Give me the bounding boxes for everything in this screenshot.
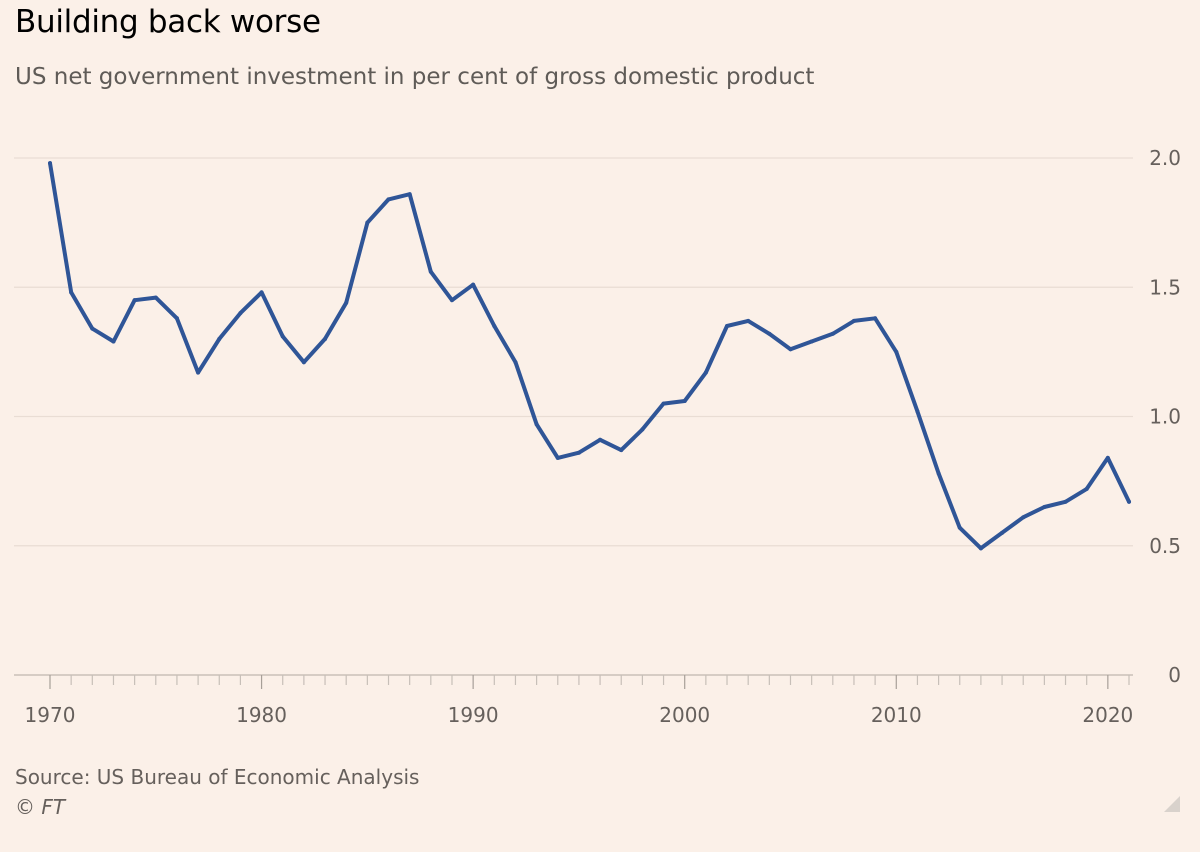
data-point	[703, 370, 708, 375]
data-point	[196, 370, 201, 375]
data-point	[682, 398, 687, 403]
y-tick-label: 2.0	[1149, 146, 1181, 170]
data-point	[1000, 530, 1005, 535]
data-point	[280, 334, 285, 339]
data-point	[1063, 499, 1068, 504]
y-tick-label: 1.0	[1149, 405, 1181, 429]
series-line	[48, 161, 1131, 551]
corner-mark	[1164, 796, 1180, 812]
data-point	[1084, 486, 1089, 491]
data-point	[153, 295, 158, 300]
data-point	[598, 437, 603, 442]
data-point	[851, 318, 856, 323]
data-point	[1042, 504, 1047, 509]
data-point	[1127, 499, 1131, 504]
chart-subtitle: US net government investment in per cent…	[15, 64, 815, 90]
x-tick-label: 1990	[448, 703, 499, 727]
data-point	[238, 311, 243, 316]
data-point	[640, 427, 645, 432]
x-tick-label: 1980	[236, 703, 287, 727]
data-point	[534, 422, 539, 427]
x-tick-label: 2010	[871, 703, 922, 727]
data-point	[957, 525, 962, 530]
y-tick-label: 0	[1168, 663, 1181, 687]
data-point	[48, 161, 52, 166]
x-tick-label: 2000	[659, 703, 710, 727]
data-point	[894, 349, 899, 354]
x-tick-label: 2020	[1082, 703, 1133, 727]
data-point	[471, 282, 476, 287]
x-axis: 1970 1980 1990 2000 2010 2020	[14, 674, 1133, 727]
data-point	[936, 471, 941, 476]
data-point	[323, 336, 328, 341]
gridlines	[14, 157, 1133, 547]
data-point	[365, 220, 370, 225]
data-point	[344, 300, 349, 305]
data-point	[69, 290, 74, 295]
data-point	[830, 331, 835, 336]
data-point	[174, 316, 179, 321]
source-note: Source: US Bureau of Economic Analysis	[15, 765, 420, 789]
data-point	[978, 546, 983, 551]
y-tick-label: 0.5	[1149, 534, 1181, 558]
data-point	[407, 192, 412, 197]
x-tick-label: 1970	[25, 703, 76, 727]
data-point	[725, 324, 730, 329]
data-point	[217, 336, 222, 341]
y-tick-label: 1.5	[1149, 275, 1181, 299]
data-point	[915, 409, 920, 414]
y-axis-labels: 0 0.5 1.0 1.5 2.0	[1149, 146, 1181, 687]
data-point	[1105, 455, 1110, 460]
data-point	[449, 298, 454, 303]
data-point	[301, 360, 306, 365]
data-point	[386, 197, 391, 202]
data-point	[809, 339, 814, 344]
data-point	[576, 450, 581, 455]
data-point	[111, 339, 116, 344]
copyright-note: © FT	[15, 795, 66, 819]
data-point	[513, 360, 518, 365]
data-point	[428, 269, 433, 274]
data-point	[619, 448, 624, 453]
data-point	[788, 347, 793, 352]
series-layer	[48, 161, 1131, 551]
data-point	[767, 331, 772, 336]
data-point	[555, 455, 560, 460]
data-point	[132, 298, 137, 303]
data-point	[746, 318, 751, 323]
data-point	[259, 290, 264, 295]
data-point	[90, 326, 95, 331]
data-point	[1021, 515, 1026, 520]
data-point	[873, 316, 878, 321]
data-point	[492, 324, 497, 329]
chart-title: Building back worse	[15, 4, 321, 40]
data-point	[661, 401, 666, 406]
